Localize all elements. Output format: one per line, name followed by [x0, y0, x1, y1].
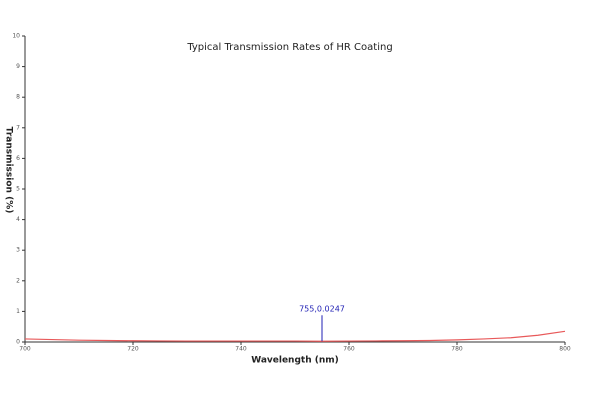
y-tick-label: 3 — [16, 247, 20, 254]
chart-title: Typical Transmission Rates of HR Coating — [186, 42, 392, 53]
y-tick-label: 7 — [16, 124, 20, 131]
y-tick-label: 9 — [16, 63, 20, 70]
data-line — [24, 330, 566, 342]
x-tick-label: 700 — [19, 346, 31, 353]
y-tick-label: 1 — [16, 308, 20, 315]
y-tick-label: 10 — [12, 33, 20, 40]
y-tick-label: 6 — [16, 155, 20, 162]
annotation-label: 755,0.0247 — [299, 305, 345, 314]
y-tick-label: 2 — [16, 277, 20, 284]
y-tick-label: 4 — [16, 216, 20, 223]
y-tick-label: 5 — [16, 186, 20, 193]
x-tick-label: 760 — [343, 346, 355, 353]
x-tick-label: 720 — [127, 346, 139, 353]
x-tick-label: 800 — [559, 346, 571, 353]
y-tick-label: 8 — [16, 94, 20, 101]
x-axis-label: Wavelength (nm) — [251, 356, 339, 366]
x-tick-label: 780 — [451, 346, 463, 353]
y-axis-label: Transmission (%) — [4, 127, 14, 214]
y-tick-label: 0 — [16, 339, 20, 346]
x-tick-label: 740 — [235, 346, 247, 353]
